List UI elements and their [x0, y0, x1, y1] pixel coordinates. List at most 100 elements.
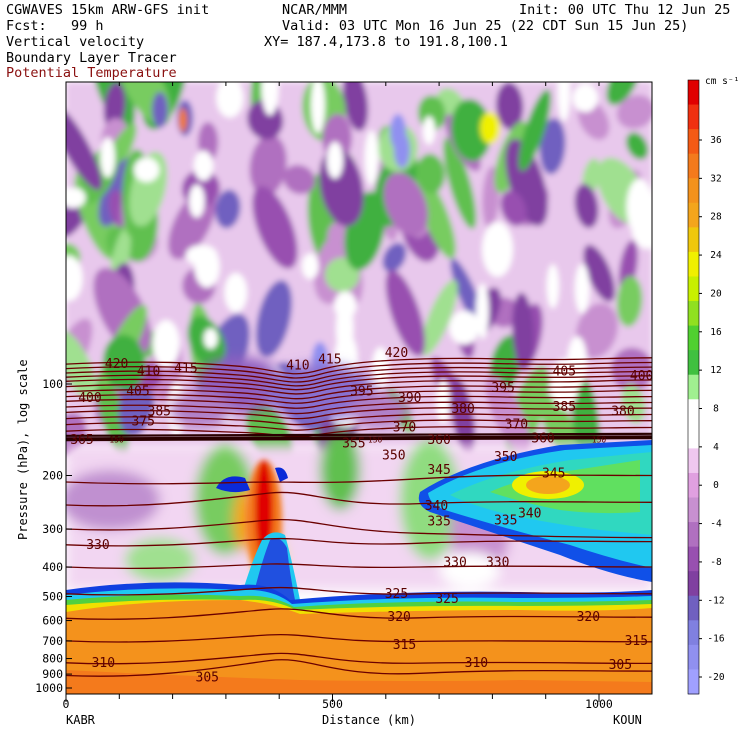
wave-cell	[416, 153, 446, 194]
colorbar-label: -4	[710, 519, 722, 530]
plot-area: 420 410 415 410 415 420 405 400 400 405 395 390 395 3…	[66, 82, 653, 694]
theta-label: 330	[486, 556, 509, 571]
theta-line	[66, 366, 652, 383]
wave-cell	[252, 186, 298, 269]
wave-cell	[451, 98, 492, 162]
theta-label: 395	[350, 385, 373, 400]
colorbar-label: 16	[710, 327, 722, 338]
tongue-orange	[526, 476, 570, 494]
tropopause-line	[66, 437, 652, 442]
wave-strong	[394, 132, 410, 168]
theta-line	[66, 563, 652, 570]
init-time: Init: 00 UTC Thu 12 Jun 25	[519, 2, 731, 18]
model-title: CGWAVES 15km ARW-GFS init	[6, 2, 210, 18]
wave-cell	[616, 94, 652, 129]
colorbar-swatch	[688, 595, 699, 621]
right-station-label: KOUN	[613, 713, 642, 727]
wave-cell	[382, 242, 407, 273]
wave-strong	[152, 92, 168, 128]
wave-gap	[557, 82, 571, 122]
wave-cell	[496, 82, 524, 130]
theta-label: 380	[451, 402, 474, 417]
colorbar-label: 24	[710, 250, 722, 261]
colorbar-swatch	[688, 374, 699, 400]
theta-label: 400	[630, 369, 653, 384]
theta-label: 345	[427, 463, 450, 478]
colorbar-swatch	[688, 350, 699, 376]
theta-label: 330	[443, 556, 466, 571]
theta-label: 360	[427, 433, 450, 448]
theta-label: 380	[611, 404, 634, 419]
bl-orange-dark	[66, 670, 652, 694]
colorbar-swatch	[688, 325, 699, 351]
wave-cell	[621, 383, 646, 424]
tropopause-line	[66, 432, 652, 438]
wave-gap	[203, 328, 218, 349]
wave-gap	[550, 358, 579, 410]
wave-cell	[66, 330, 97, 400]
y-tick-label: 600	[42, 614, 63, 628]
theta-label: 355	[342, 437, 365, 452]
tropopause-lines	[66, 432, 652, 442]
colorbar-swatch	[688, 399, 699, 425]
theta-contours	[66, 357, 652, 677]
colorbar-label: 28	[710, 212, 722, 223]
theta-label: 415	[318, 352, 341, 367]
wave-cell	[512, 292, 535, 371]
x-tick-label: 500	[322, 697, 343, 711]
theta-label: 405	[126, 385, 149, 400]
theta-label: 305	[196, 671, 219, 686]
field-bl-tracer: Boundary Layer Tracer	[6, 50, 177, 66]
theta-label: 370	[393, 420, 416, 435]
y-axis-title: Pressure (hPa), log scale	[16, 359, 30, 540]
wave-cell	[420, 279, 458, 356]
colorbar-swatch	[688, 423, 699, 449]
colorbar-units: cm s⁻¹	[705, 76, 739, 87]
theta-label: 405	[553, 365, 576, 380]
colorbar-label: 20	[710, 288, 722, 299]
colorbar-swatch	[688, 104, 699, 130]
y-tick-label: 1000	[35, 681, 63, 695]
colorbar-swatch	[688, 620, 699, 646]
colorbar-swatch	[688, 546, 699, 572]
colorbar-swatch	[688, 472, 699, 499]
colorbar-swatch	[688, 227, 699, 253]
wave-cell	[574, 183, 599, 229]
wave-cell	[505, 138, 548, 226]
wave-cell	[283, 164, 316, 195]
wave-cell	[626, 132, 649, 160]
y-tick-label: 400	[42, 560, 63, 574]
colorbar-swatch	[688, 669, 699, 695]
theta-label: 390	[398, 391, 421, 406]
theta-line	[66, 413, 652, 426]
theta-label: 315	[625, 634, 648, 649]
theta-label: 420	[385, 346, 408, 361]
y-tick-label: 300	[42, 522, 63, 536]
theta-label: 335	[494, 513, 517, 528]
theta-label: 400	[78, 391, 101, 406]
wave-cell	[606, 82, 639, 106]
theta-label: 350	[494, 450, 517, 465]
wave-cell	[249, 134, 287, 196]
theta-line	[66, 384, 652, 400]
theta-line	[66, 401, 652, 415]
theta-label: 370	[505, 418, 528, 433]
wave-gap	[301, 253, 319, 280]
colorbar-swatch	[688, 129, 699, 155]
theta-line	[66, 659, 652, 677]
colorbar-swatch	[688, 178, 699, 204]
theta-label: 320	[387, 610, 410, 625]
colorbar-label: 12	[710, 365, 721, 376]
y-tick-label: 900	[42, 667, 63, 681]
theta-line	[66, 407, 652, 420]
colorbar-swatch	[688, 497, 699, 523]
y-tick-label: 700	[42, 634, 63, 648]
theta-label: 335	[427, 514, 450, 529]
wave-gap	[574, 263, 590, 314]
wave-cell	[539, 118, 566, 175]
wave-cell	[383, 172, 428, 237]
plot-frame	[65, 81, 653, 695]
colorbar-label: -20	[707, 672, 724, 683]
org-label: NCAR/MMM	[282, 2, 348, 18]
